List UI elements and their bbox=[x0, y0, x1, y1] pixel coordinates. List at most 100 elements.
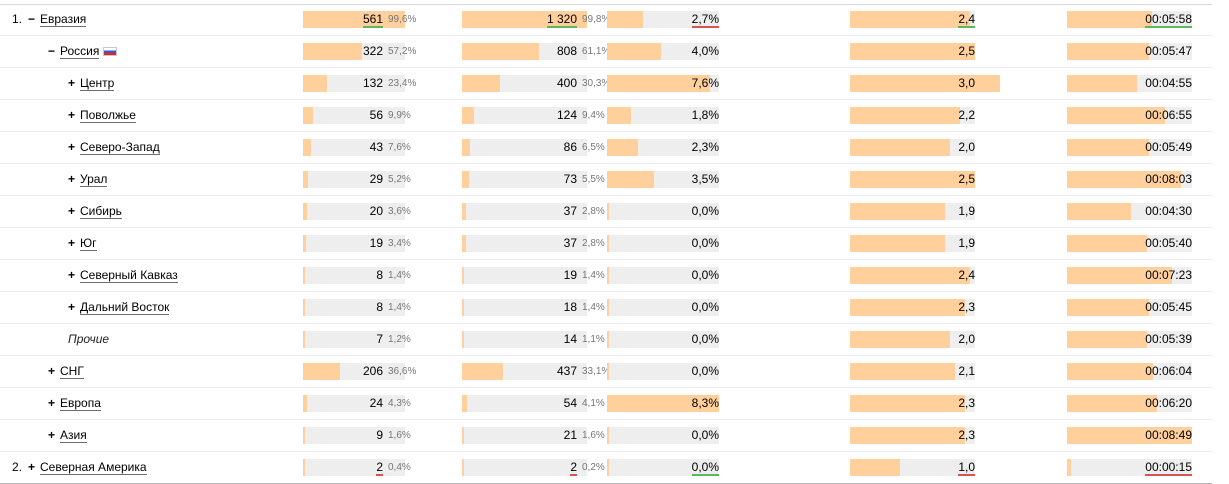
region-link[interactable]: Сибирь bbox=[80, 204, 122, 219]
time-value-text: 00:05:45 bbox=[1145, 300, 1192, 314]
rate-bar-fill bbox=[607, 235, 609, 252]
expand-toggle[interactable]: + bbox=[68, 108, 76, 122]
views-bar-fill bbox=[462, 267, 464, 284]
time-value: 00:05:58 bbox=[1067, 4, 1192, 35]
visits-bar-track bbox=[303, 395, 405, 412]
depth-value: 1,9 bbox=[850, 196, 975, 227]
rate-value-text: 2,3% bbox=[691, 140, 719, 154]
depth-bar-fill bbox=[850, 75, 1000, 92]
visits-percent: 4,3% bbox=[388, 398, 411, 409]
expand-toggle[interactable]: + bbox=[68, 140, 76, 154]
time-value-text: 00:08:03 bbox=[1145, 172, 1192, 186]
depth-value-text: 1,0 bbox=[958, 460, 975, 476]
visits-bar-fill bbox=[303, 75, 327, 92]
region-link[interactable]: Юг bbox=[80, 236, 97, 251]
rate-value: 1,8% bbox=[607, 100, 719, 131]
rate-bar-track bbox=[607, 267, 719, 284]
collapse-toggle[interactable]: − bbox=[28, 12, 36, 26]
visits-value: 19 bbox=[303, 228, 383, 259]
visits-value-text: 9 bbox=[376, 428, 383, 442]
time-bar-fill bbox=[1067, 459, 1071, 476]
expand-toggle[interactable]: + bbox=[68, 76, 76, 90]
row-name-cell: + Европа bbox=[48, 388, 101, 419]
region-link[interactable]: Дальний Восток bbox=[80, 300, 170, 315]
rate-value: 0,0% bbox=[607, 196, 719, 227]
rate-value: 0,0% bbox=[607, 356, 719, 387]
visits-value-text: 561 bbox=[362, 12, 383, 28]
visits-value: 29 bbox=[303, 164, 383, 195]
depth-bar-fill bbox=[850, 395, 965, 412]
row-name-cell: − Россия bbox=[48, 36, 118, 67]
depth-value: 2,4 bbox=[850, 260, 975, 291]
visits-bar-fill bbox=[303, 43, 362, 60]
visits-value: 43 bbox=[303, 132, 383, 163]
views-bar-fill bbox=[462, 395, 467, 412]
depth-bar-fill bbox=[850, 139, 950, 156]
depth-value: 2,5 bbox=[850, 164, 975, 195]
visits-value: 7 bbox=[303, 324, 383, 355]
views-bar-fill bbox=[462, 459, 464, 476]
views-value: 437 bbox=[462, 356, 577, 387]
region-link[interactable]: Северный Кавказ bbox=[80, 268, 178, 283]
time-bar-fill bbox=[1067, 171, 1181, 188]
expand-toggle[interactable]: + bbox=[68, 204, 76, 218]
region-link[interactable]: Урал bbox=[80, 172, 108, 187]
rate-value-text: 0,0% bbox=[691, 428, 719, 442]
views-percent: 1,4% bbox=[582, 302, 605, 313]
row-name-cell: + Поволжье bbox=[68, 100, 136, 131]
time-value: 00:06:04 bbox=[1067, 356, 1192, 387]
views-value: 400 bbox=[462, 68, 577, 99]
views-percent: 1,4% bbox=[582, 270, 605, 281]
region-link[interactable]: Азия bbox=[60, 428, 87, 443]
visits-value-text: 43 bbox=[369, 140, 383, 154]
expand-toggle[interactable]: + bbox=[48, 428, 56, 442]
visits-bar-fill bbox=[303, 203, 307, 220]
depth-value: 1,0 bbox=[850, 452, 975, 483]
time-bar-fill bbox=[1067, 395, 1157, 412]
region-link[interactable]: Россия bbox=[60, 44, 100, 59]
row-name-cell: + Сибирь bbox=[68, 196, 122, 227]
views-bar-fill bbox=[462, 11, 587, 28]
expand-toggle[interactable]: + bbox=[68, 268, 76, 282]
visits-bar-track bbox=[303, 299, 405, 316]
visits-percent: 1,4% bbox=[388, 270, 411, 281]
views-bar-track bbox=[462, 459, 587, 476]
visits-bar-track bbox=[303, 427, 405, 444]
views-value-text: 73 bbox=[563, 172, 577, 186]
visits-value: 206 bbox=[303, 356, 383, 387]
region-link[interactable]: Центр bbox=[80, 76, 115, 91]
region-link[interactable]: Поволжье bbox=[80, 108, 136, 123]
time-bar-fill bbox=[1067, 427, 1192, 444]
table-row: 2. + Северная Америка 2 0,4% 2 0,2% 0,0% 1,0 00:0… bbox=[0, 452, 1212, 484]
depth-bar-fill bbox=[850, 171, 975, 188]
views-value-text: 1 320 bbox=[546, 12, 577, 28]
time-value-text: 00:05:47 bbox=[1145, 44, 1192, 58]
table-row: + Центр 132 23,4% 400 30,3% 7,6% 3,0 00:04:55 bbox=[0, 68, 1212, 100]
expand-toggle[interactable]: + bbox=[48, 396, 56, 410]
region-link[interactable]: СНГ bbox=[60, 364, 84, 379]
views-bar-fill bbox=[462, 331, 464, 348]
region-link[interactable]: Северо-Запад bbox=[80, 140, 160, 155]
depth-value-text: 3,0 bbox=[958, 76, 975, 90]
views-percent: 61,1% bbox=[582, 46, 611, 57]
region-link[interactable]: Европа bbox=[60, 396, 101, 411]
views-value-text: 437 bbox=[556, 364, 577, 378]
expand-toggle[interactable]: + bbox=[48, 364, 56, 378]
collapse-toggle[interactable]: − bbox=[48, 44, 56, 58]
row-name-cell: + Азия bbox=[48, 420, 87, 451]
time-value: 00:05:40 bbox=[1067, 228, 1192, 259]
region-link[interactable]: Северная Америка bbox=[40, 460, 147, 475]
table-row: + Дальний Восток 8 1,4% 18 1,4% 0,0% 2,3 00:05:4… bbox=[0, 292, 1212, 324]
expand-toggle[interactable]: + bbox=[28, 460, 36, 474]
time-value-text: 00:00:15 bbox=[1145, 460, 1192, 476]
depth-value-text: 2,5 bbox=[958, 44, 975, 58]
visits-bar-track bbox=[303, 171, 405, 188]
depth-value: 2,3 bbox=[850, 388, 975, 419]
expand-toggle[interactable]: + bbox=[68, 300, 76, 314]
rate-bar-track bbox=[607, 107, 719, 124]
expand-toggle[interactable]: + bbox=[68, 236, 76, 250]
region-link[interactable]: Евразия bbox=[40, 12, 87, 27]
expand-toggle[interactable]: + bbox=[68, 172, 76, 186]
rate-value-text: 2,7% bbox=[691, 12, 719, 28]
time-bar-fill bbox=[1067, 43, 1149, 60]
